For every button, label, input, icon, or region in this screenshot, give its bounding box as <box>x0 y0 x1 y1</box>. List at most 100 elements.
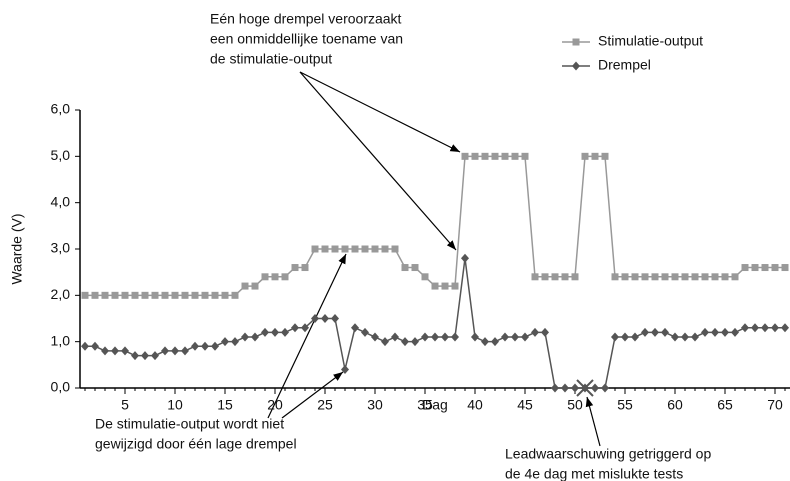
arrow <box>585 396 601 447</box>
series <box>81 152 789 299</box>
point <box>251 332 259 342</box>
point <box>211 291 219 299</box>
point <box>211 341 219 351</box>
y-tick-label: 6,0 <box>51 101 71 117</box>
legend-label: Drempel <box>598 57 651 73</box>
point <box>441 282 449 290</box>
point <box>191 341 199 351</box>
point <box>261 273 269 281</box>
point <box>511 152 519 160</box>
x-tick-label: 70 <box>767 397 783 413</box>
point <box>341 245 349 253</box>
x-tick-label: 10 <box>167 397 183 413</box>
point <box>431 332 439 342</box>
point <box>151 351 159 361</box>
point <box>401 264 409 272</box>
point <box>371 332 379 342</box>
point <box>271 273 279 281</box>
point <box>121 346 129 356</box>
point <box>711 327 719 337</box>
annotation: Leadwaarschuwing getriggerd op <box>505 446 711 462</box>
point <box>141 351 149 361</box>
point <box>671 273 679 281</box>
point <box>581 152 589 160</box>
point <box>401 337 409 347</box>
x-tick-label: 30 <box>367 397 383 413</box>
point <box>441 332 449 342</box>
point <box>361 327 369 337</box>
point <box>711 273 719 281</box>
point <box>621 332 629 342</box>
point <box>371 245 379 253</box>
point <box>571 273 579 281</box>
point <box>281 273 289 281</box>
x-tick-label: 20 <box>267 397 283 413</box>
point <box>781 323 789 333</box>
point <box>501 152 509 160</box>
point <box>311 245 319 253</box>
point <box>651 327 659 337</box>
point <box>81 341 89 351</box>
point <box>421 332 429 342</box>
point <box>661 327 669 337</box>
line <box>85 258 785 389</box>
annotation: een onmiddellijke toename van <box>210 31 403 47</box>
point <box>761 323 769 333</box>
point <box>111 291 119 299</box>
point <box>171 346 179 356</box>
annotation: De stimulatie-output wordt niet <box>95 416 284 432</box>
point <box>591 383 599 393</box>
point <box>631 273 639 281</box>
point <box>621 273 629 281</box>
annotation: de stimulatie-output <box>210 51 332 67</box>
point <box>581 383 589 393</box>
point <box>561 383 569 393</box>
y-axis-label: Waarde (V) <box>9 213 25 284</box>
point <box>561 273 569 281</box>
point <box>361 245 369 253</box>
point <box>381 245 389 253</box>
point <box>291 264 299 272</box>
point <box>491 337 499 347</box>
point <box>311 314 319 323</box>
point <box>751 264 759 272</box>
point <box>671 332 679 342</box>
point <box>251 282 259 290</box>
x-tick-label: 55 <box>617 397 633 413</box>
point <box>471 152 479 160</box>
point <box>451 282 459 290</box>
point <box>511 332 519 342</box>
point <box>771 264 779 272</box>
point <box>161 346 169 356</box>
y-tick-label: 1,0 <box>51 332 71 348</box>
point <box>101 291 109 299</box>
point <box>281 327 289 337</box>
point <box>631 332 639 342</box>
point <box>241 332 249 342</box>
point <box>571 383 579 393</box>
y-tick-label: 2,0 <box>51 286 71 302</box>
x-tick-label: 35 <box>417 397 433 413</box>
x-tick-label: 50 <box>567 397 583 413</box>
point <box>231 291 239 299</box>
point <box>221 337 229 347</box>
point <box>191 291 199 299</box>
point <box>491 152 499 160</box>
point <box>781 264 789 272</box>
point <box>651 273 659 281</box>
point <box>391 332 399 342</box>
point <box>201 291 209 299</box>
point <box>201 341 209 351</box>
point <box>481 337 489 347</box>
legend-marker <box>572 38 580 46</box>
x-tick-label: 45 <box>517 397 533 413</box>
point <box>391 245 399 253</box>
arrow <box>281 371 344 419</box>
point <box>91 291 99 299</box>
point <box>461 253 469 263</box>
point <box>771 323 779 333</box>
point <box>501 332 509 342</box>
point <box>351 323 359 333</box>
point <box>481 152 489 160</box>
point <box>681 332 689 342</box>
